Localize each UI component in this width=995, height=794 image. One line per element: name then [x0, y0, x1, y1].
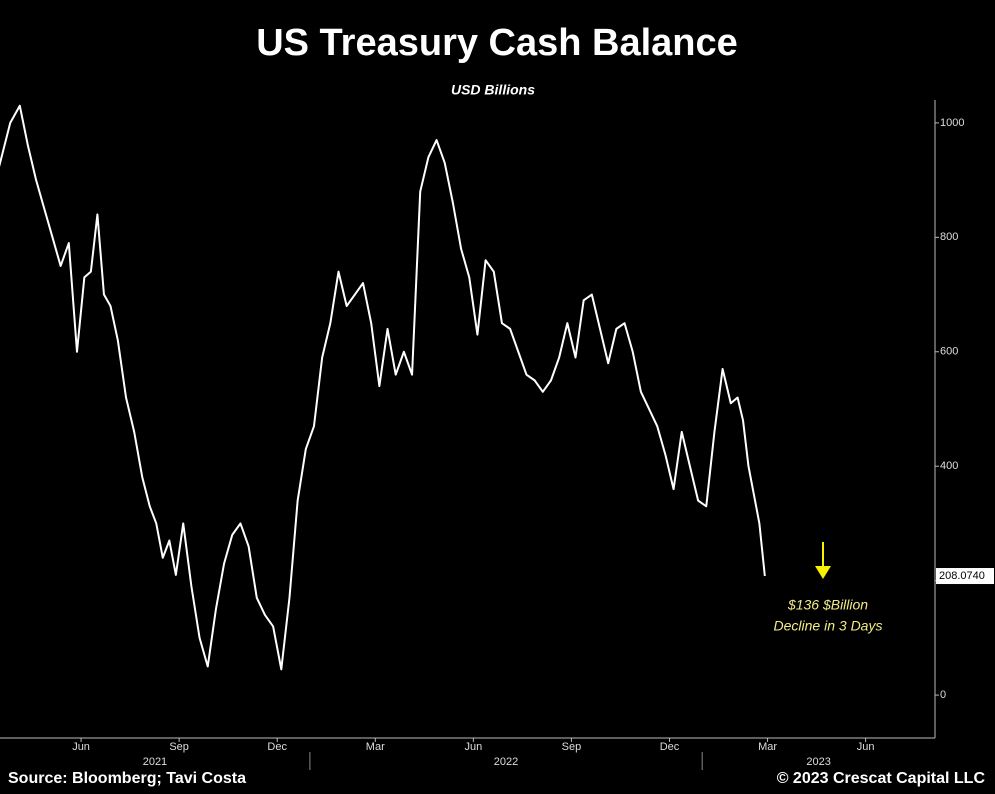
y-tick-label: 800 [940, 231, 958, 243]
y-tick-label: 600 [940, 346, 958, 358]
chart-title: US Treasury Cash Balance [256, 22, 738, 64]
x-tick-label: Dec [660, 741, 680, 753]
x-year-label: 2023 [806, 756, 830, 768]
source: Source: Bloomberg; Tavi Costa [8, 770, 246, 787]
x-tick-label: Jun [72, 741, 90, 753]
annotation: $136 $Billion [787, 597, 868, 613]
arrow [815, 542, 831, 579]
annotation: Decline in 3 Days [774, 618, 883, 634]
y-tick-label: 0 [940, 689, 946, 701]
line [0, 104, 766, 671]
x-tick-label: Mar [758, 741, 777, 753]
chart-subtitle: USD Billions [451, 82, 535, 98]
x-tick-label: Mar [366, 741, 385, 753]
y-tick-label: 1000 [940, 117, 964, 129]
value-label: 208.0740 [939, 570, 985, 582]
x-tick-label: Sep [562, 741, 582, 753]
copyright: © 2023 Crescat Capital LLC [777, 770, 986, 787]
x-tick-label: Jun [464, 741, 482, 753]
value-label-box [936, 568, 994, 585]
x-tick-label: Jun [857, 741, 875, 753]
x-year-label: 2021 [143, 756, 167, 768]
x-tick-label: Sep [169, 741, 189, 753]
x-tick-label: Dec [267, 741, 287, 753]
x-year-label: 2022 [494, 756, 518, 768]
y-tick-label: 400 [940, 460, 958, 472]
